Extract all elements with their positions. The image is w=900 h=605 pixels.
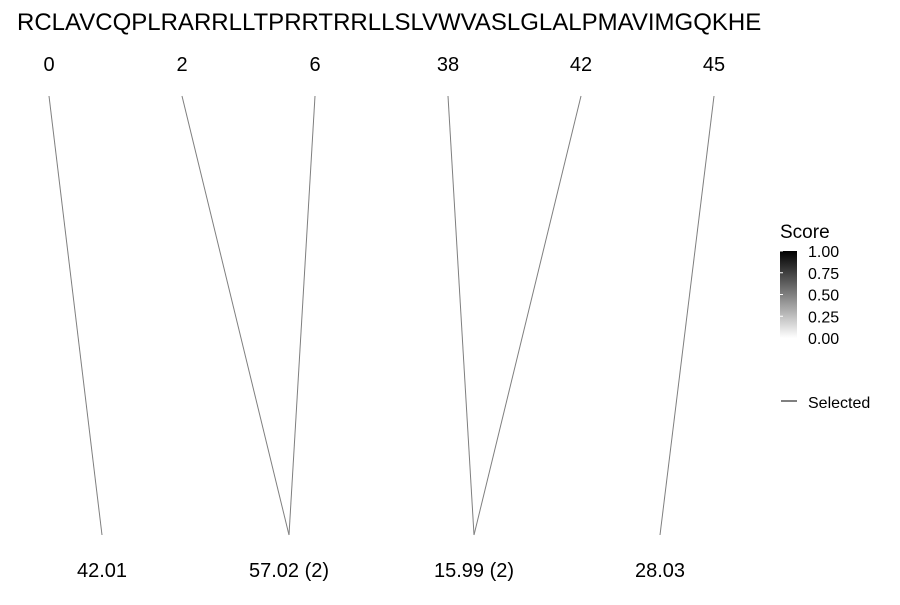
- bottom-labels: 42.01 57.02 (2) 15.99 (2) 28.03: [77, 560, 685, 582]
- top-label-4: 42: [570, 54, 592, 76]
- top-label-3: 38: [437, 54, 459, 76]
- score-tick-label-1: 0.75: [808, 266, 839, 283]
- top-label-1: 2: [176, 54, 187, 76]
- score-ticks: 1.00 0.75 0.50 0.25 0.00: [780, 244, 839, 348]
- connection-line-0: [48, 95, 103, 536]
- bottom-label-0: 42.01: [77, 560, 127, 582]
- selected-legend-label: Selected: [808, 395, 870, 412]
- top-label-5: 45: [703, 54, 725, 76]
- connection-line-3: [447, 95, 475, 536]
- top-label-0: 0: [43, 54, 54, 76]
- connection-lines: [48, 95, 715, 536]
- top-labels: 0 2 6 38 42 45: [43, 54, 725, 76]
- top-label-2: 6: [309, 54, 320, 76]
- score-tick-label-2: 0.50: [808, 288, 839, 305]
- bottom-label-2: 15.99 (2): [434, 560, 514, 582]
- connection-line-4: [473, 95, 582, 536]
- sequence-title: RCLAVCQPLRARRLLTPRRTRRLLSLVWVASLGLALPMAV…: [17, 9, 761, 36]
- legend-score-title: Score: [780, 222, 830, 243]
- bottom-label-3: 28.03: [635, 560, 685, 582]
- bottom-label-1: 57.02 (2): [249, 560, 329, 582]
- legend: Score 1.00 0.75 0.50 0.25 0.00 Selected: [780, 222, 870, 412]
- score-colorbar: [780, 251, 797, 338]
- connection-line-2: [288, 95, 316, 536]
- score-tick-label-0: 1.00: [808, 244, 839, 261]
- score-tick-label-4: 0.00: [808, 331, 839, 348]
- connection-line-5: [659, 95, 715, 536]
- connection-line-1: [181, 95, 290, 536]
- score-tick-label-3: 0.25: [808, 309, 839, 326]
